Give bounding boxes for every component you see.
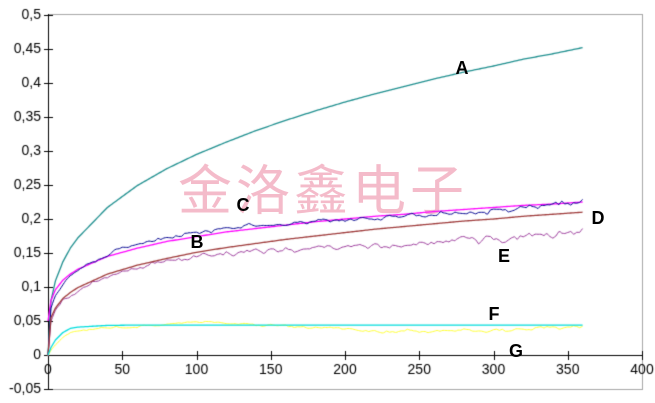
series-label-G: G (508, 341, 524, 361)
series-label-A: A (455, 58, 469, 78)
series-label-F: F (488, 304, 500, 324)
series-label-C: C (236, 195, 250, 215)
series-label-B: B (190, 232, 204, 252)
series-label-D: D (591, 208, 605, 228)
series-label-E: E (497, 246, 511, 266)
